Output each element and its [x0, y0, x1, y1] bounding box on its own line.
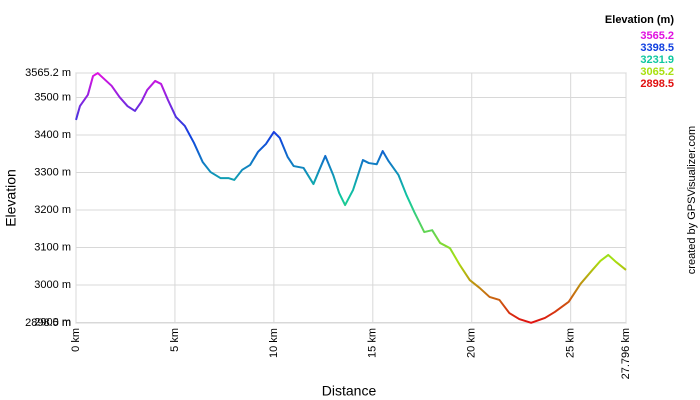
- x-tick-label: 10 km: [268, 328, 280, 358]
- y-tick-label: 3400 m: [34, 129, 71, 141]
- y-tick-label: 3300 m: [34, 166, 71, 178]
- y-tick-label: 3100 m: [34, 241, 71, 253]
- x-axis-label: Distance: [322, 383, 377, 399]
- x-tick-label: 15 km: [367, 328, 379, 358]
- legend-entry: 3065.2: [640, 66, 674, 78]
- credit: created by GPSVisualizer.com: [686, 126, 698, 274]
- x-tick-label: 27.796 km: [620, 328, 632, 379]
- x-tick-label: 20 km: [466, 328, 478, 358]
- y-tick-label: 3000 m: [34, 279, 71, 291]
- legend-entry: 3231.9: [640, 54, 674, 66]
- y-tick-label: 2900 m: [34, 316, 71, 328]
- x-tick-label: 25 km: [565, 328, 577, 358]
- y-tick-label: 3200 m: [34, 204, 71, 216]
- x-tick-label: 0 km: [70, 328, 82, 352]
- y-axis-label: Elevation: [3, 169, 19, 227]
- legend-title: Elevation (m): [605, 14, 674, 26]
- y-tick-label: 3500 m: [34, 91, 71, 103]
- legend-entry: 3565.2: [640, 30, 674, 42]
- elevation-line: [75, 72, 627, 324]
- legend-entry: 3398.5: [640, 42, 674, 54]
- x-tick-label: 5 km: [169, 328, 181, 352]
- y-tick-label: 2898.5 m: [25, 317, 71, 329]
- legend-entry: 2898.5: [640, 78, 674, 90]
- y-tick-label: 3565.2 m: [25, 67, 71, 79]
- plot-area: [75, 72, 627, 324]
